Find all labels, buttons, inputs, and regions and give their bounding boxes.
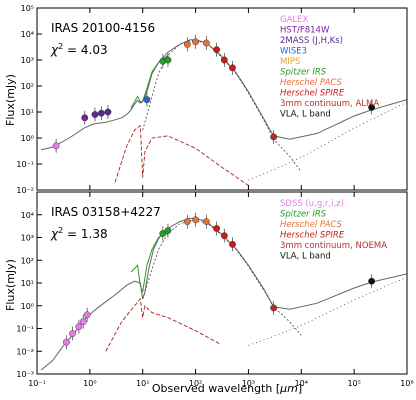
y-tick-label: 10⁻²	[16, 186, 34, 195]
data-point	[83, 311, 91, 319]
model-radio-curve	[248, 276, 408, 346]
legend-entry: 3mm continuum, NOEMA	[280, 241, 387, 251]
y-tick-label: 10⁴	[21, 30, 34, 39]
y-axis-label-bottom: Flux(mJy)	[4, 259, 17, 311]
model-dust-curve	[142, 40, 302, 173]
y-tick-label: 10⁵	[21, 4, 34, 13]
data-point	[202, 39, 210, 47]
data-point	[69, 330, 76, 337]
legend-entry: GALEX	[280, 15, 309, 25]
data-point	[143, 96, 151, 103]
x-tick-label: 10³	[242, 379, 255, 388]
panel-2: 10⁻¹ 10⁰ 10¹ 10² 10³ 10⁴ 10⁵ 10⁶ 10⁻³ 10⁻² 10⁻¹ 10⁰…	[16, 191, 414, 388]
data-point	[220, 56, 228, 64]
data-point	[52, 142, 60, 150]
data-point	[213, 46, 221, 54]
x-tick-label: 10⁻¹	[28, 379, 46, 388]
panel-1: 10⁻² 10⁻¹ 10⁰ 10¹ 10² 10³ 10⁴ 10⁵ IRAS 20100-415…	[16, 4, 408, 195]
data-point	[164, 56, 172, 64]
y-tick-label: 10²	[21, 82, 34, 91]
y-tick-label: 10⁻¹	[16, 325, 34, 334]
y-tick-label: 10³	[21, 234, 34, 243]
legend-entry: Herschel PACS	[280, 220, 343, 230]
y-tick-label: 10²	[21, 256, 34, 265]
y-tick-label: 10⁰	[21, 302, 34, 311]
legend-entry: Spitzer IRS	[280, 210, 327, 220]
legend-entry: 3mm continuum, ALMA	[280, 99, 379, 109]
panel-title: IRAS 20100-4156	[51, 21, 155, 35]
data-point	[183, 218, 191, 225]
data-point	[229, 240, 236, 248]
data-point	[81, 114, 89, 122]
data-point	[213, 225, 221, 232]
legend-entry: Herschel PACS	[280, 78, 343, 88]
chi-squared: χ2 = 4.03	[50, 42, 108, 57]
plot-frame	[36, 7, 408, 191]
data-point	[164, 227, 172, 235]
data-point	[79, 318, 87, 326]
irs-spectrum	[130, 229, 169, 293]
irs-spectrum	[130, 55, 169, 109]
y-tick-label: 10³	[21, 56, 34, 65]
data-point	[75, 323, 83, 331]
legend-entry: 2MASS (J,H,Ks)	[280, 36, 343, 46]
data-point	[368, 104, 376, 111]
data-point	[192, 216, 199, 224]
legend-entry: WISE3	[280, 47, 307, 57]
data-point	[202, 218, 210, 225]
x-tick-label: 10²	[189, 379, 202, 388]
legend-entry: HST/F814W	[280, 26, 330, 36]
model-agn-curve	[114, 124, 249, 186]
legend-entry: SDSS (u,g,r,i,z)	[280, 199, 344, 209]
x-tick-label: 10⁵	[347, 379, 360, 388]
y-tick-label: 10¹	[21, 279, 34, 288]
data-point	[104, 108, 112, 116]
x-tick-label: 10⁶	[400, 379, 413, 388]
data-point	[192, 38, 199, 46]
data-point	[368, 277, 376, 285]
chi-squared: χ2 = 1.38	[50, 226, 108, 241]
model-agn-curve	[105, 297, 222, 352]
panel-title: IRAS 03158+4227	[51, 205, 161, 219]
x-axis-label: Observed wavelength [μm]	[152, 382, 302, 395]
legend-entry: Spitzer IRS	[280, 68, 327, 78]
plot-frame	[36, 191, 408, 375]
y-tick-label: 10⁻²	[16, 347, 34, 356]
y-axis-label-top: Flux(mJy)	[4, 74, 17, 126]
y-tick-label: 10⁻¹	[16, 160, 34, 169]
legend-entry: Herschel SPIRE	[280, 89, 345, 99]
y-tick-label: 10¹	[21, 108, 34, 117]
data-point	[63, 338, 70, 346]
x-tick-label: 10¹	[136, 379, 149, 388]
y-tick-label: 10⁻³	[16, 370, 34, 379]
x-tick-label: 10⁰	[83, 379, 96, 388]
data-point	[270, 133, 278, 141]
x-tick-label: 10⁴	[295, 379, 308, 388]
data-point	[229, 64, 236, 72]
y-tick-label: 10⁰	[21, 134, 34, 143]
data-point	[91, 111, 99, 118]
y-tick-label: 10⁴	[21, 211, 34, 220]
legend-entry: VLA, L band	[280, 110, 331, 120]
data-point	[183, 40, 191, 48]
data-point	[270, 304, 278, 312]
legend-entry: Herschel SPIRE	[280, 231, 345, 241]
data-point	[97, 109, 105, 117]
legend-entry: MIPS	[280, 57, 300, 67]
data-point	[159, 230, 167, 237]
data-point	[220, 232, 228, 240]
legend-entry: VLA, L band	[280, 252, 331, 262]
